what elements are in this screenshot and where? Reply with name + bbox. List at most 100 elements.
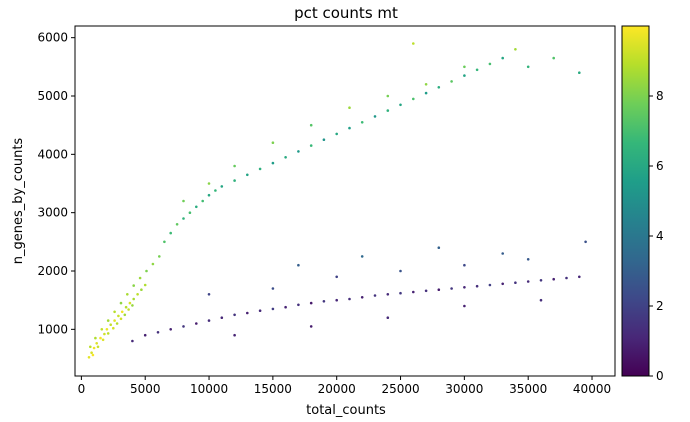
- scatter-point: [373, 115, 377, 118]
- colorbar-tick-label: 8: [656, 89, 664, 103]
- scatter-point: [131, 304, 134, 307]
- scatter-point: [182, 325, 185, 328]
- scatter-point: [105, 328, 109, 331]
- scatter-point: [565, 276, 568, 280]
- scatter-point: [386, 316, 390, 320]
- scatter-point: [169, 328, 172, 331]
- scatter-point: [399, 291, 402, 295]
- scatter-point: [136, 293, 139, 296]
- scatter-point: [101, 338, 105, 342]
- y-tick-label: 6000: [37, 31, 68, 45]
- scatter-point: [437, 288, 441, 292]
- scatter-point: [195, 322, 198, 325]
- colorbar-tick-label: 6: [656, 159, 664, 173]
- scatter-point: [514, 281, 517, 285]
- scatter-point: [297, 303, 300, 307]
- scatter-point: [214, 189, 217, 192]
- scatter-point: [501, 56, 505, 60]
- y-axis-label: n_genes_by_counts: [11, 138, 26, 265]
- scatter-point: [233, 333, 236, 337]
- y-tick-label: 2000: [37, 264, 68, 278]
- scatter-point: [373, 294, 377, 297]
- scatter-point: [143, 283, 147, 287]
- scatter-point: [112, 326, 115, 330]
- scatter-point: [207, 319, 211, 322]
- scatter-point: [246, 173, 249, 177]
- scatter-point: [91, 353, 95, 357]
- scatter-point: [463, 286, 466, 289]
- scatter-point: [335, 275, 339, 279]
- scatter-point: [201, 199, 204, 203]
- scatter-point: [463, 263, 466, 267]
- scatter-point: [163, 240, 166, 244]
- x-tick-label: 40000: [573, 382, 611, 396]
- scatter-point: [258, 167, 262, 171]
- x-axis-label: total_counts: [306, 403, 386, 418]
- scatter-point: [100, 328, 104, 331]
- scatter-point: [182, 199, 185, 203]
- scatter-point: [488, 62, 492, 66]
- scatter-point: [526, 280, 530, 283]
- x-axis: 0 5000 10000 15000 20000 25000 30000 35000 40000: [78, 376, 611, 396]
- scatter-point: [463, 304, 466, 308]
- scatter-point: [127, 308, 130, 311]
- scatter-point: [96, 345, 100, 349]
- scatter-point: [106, 319, 110, 322]
- scatter-point: [514, 48, 517, 51]
- scatter-point: [95, 342, 98, 345]
- scatter-point: [271, 287, 275, 290]
- scatter-point: [360, 121, 364, 124]
- x-tick-label: 10000: [190, 382, 228, 396]
- scatter-point: [140, 288, 143, 292]
- scatter-point: [220, 316, 224, 320]
- scatter-point: [94, 336, 97, 340]
- scatter-point: [158, 255, 161, 258]
- scatter-point: [450, 287, 453, 290]
- scatter-point: [386, 109, 390, 112]
- scatter-point: [119, 301, 123, 305]
- scatter-point: [539, 279, 543, 282]
- scatter-point: [386, 293, 390, 296]
- scatter-point: [348, 106, 351, 109]
- scatter-point: [450, 80, 453, 83]
- scatter-point: [175, 223, 179, 226]
- scatter-point: [128, 301, 132, 305]
- scatter-point: [475, 284, 479, 288]
- scatter-point: [488, 283, 492, 287]
- x-tick-label: 25000: [381, 382, 419, 396]
- scatter-point: [360, 255, 364, 258]
- scatter-point: [117, 314, 120, 318]
- scatter-point: [271, 141, 275, 144]
- scatter-point: [271, 161, 275, 165]
- scatter-point: [463, 74, 466, 77]
- scatter-point: [233, 313, 236, 317]
- scatter-point: [412, 290, 415, 294]
- plot-frame: [74, 25, 616, 377]
- scatter-point: [309, 144, 313, 147]
- scatter-point: [348, 297, 351, 301]
- points-layer: [87, 42, 587, 359]
- scatter-point: [271, 307, 275, 311]
- scatter-point: [360, 296, 364, 299]
- scatter-point: [437, 246, 441, 249]
- y-tick-label: 4000: [37, 147, 68, 161]
- scatter-point: [113, 319, 116, 322]
- scatter-point: [284, 156, 287, 159]
- scatter-point: [89, 345, 92, 349]
- scatter-point: [246, 311, 249, 315]
- scatter-point: [399, 103, 402, 107]
- scatter-point: [297, 150, 300, 153]
- scatter-point: [322, 138, 326, 141]
- scatter-point: [106, 332, 110, 335]
- x-tick-label: 0: [78, 382, 86, 396]
- scatter-point: [126, 293, 129, 296]
- scatter-point: [526, 65, 530, 69]
- colorbar-tick-label: 4: [656, 229, 664, 243]
- scatter-point: [309, 123, 313, 127]
- colorbar-tick-label: 2: [656, 299, 664, 313]
- y-tick-label: 5000: [37, 89, 68, 103]
- scatter-point: [207, 182, 211, 185]
- scatter-point: [156, 331, 160, 334]
- y-axis: 1000 2000 3000 4000 5000 6000: [37, 31, 75, 336]
